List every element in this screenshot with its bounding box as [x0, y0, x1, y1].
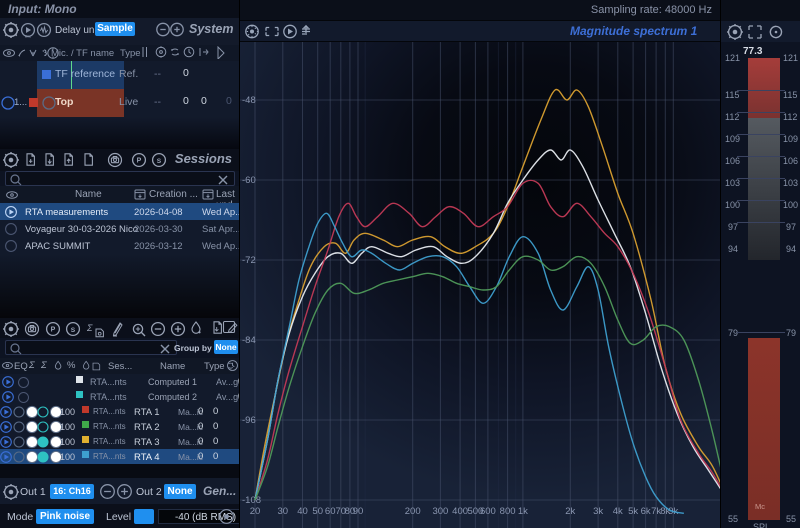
svg-text:6k: 6k	[641, 506, 651, 517]
svg-text:3k: 3k	[593, 506, 603, 517]
svg-text:-96: -96	[242, 415, 256, 426]
svg-text:200: 200	[405, 506, 421, 517]
svg-text:S: S	[157, 158, 162, 165]
svg-text:live: live	[25, 34, 31, 38]
svg-text:S: S	[71, 327, 76, 334]
svg-text:2k: 2k	[565, 506, 575, 517]
svg-text:P: P	[137, 158, 142, 165]
svg-text:-60: -60	[242, 175, 256, 186]
svg-text:60: 60	[325, 506, 336, 517]
svg-text:4k: 4k	[613, 506, 623, 517]
svg-text:-108: -108	[242, 495, 261, 506]
svg-text:P: P	[51, 327, 56, 334]
svg-text:-84: -84	[242, 335, 256, 346]
svg-text:400: 400	[452, 506, 468, 517]
svg-text:300: 300	[432, 506, 448, 517]
svg-text:-72: -72	[242, 255, 256, 266]
svg-text:800: 800	[500, 506, 516, 517]
svg-text:50: 50	[312, 506, 323, 517]
svg-text:90: 90	[353, 506, 364, 517]
svg-text:30: 30	[278, 506, 289, 517]
svg-text:600: 600	[480, 506, 496, 517]
svg-text:20: 20	[250, 506, 261, 517]
svg-text:Σ: Σ	[86, 323, 93, 333]
svg-text:40: 40	[297, 506, 308, 517]
svg-text:-48: -48	[242, 95, 256, 106]
svg-text:5k: 5k	[628, 506, 638, 517]
svg-text:1k: 1k	[518, 506, 528, 517]
